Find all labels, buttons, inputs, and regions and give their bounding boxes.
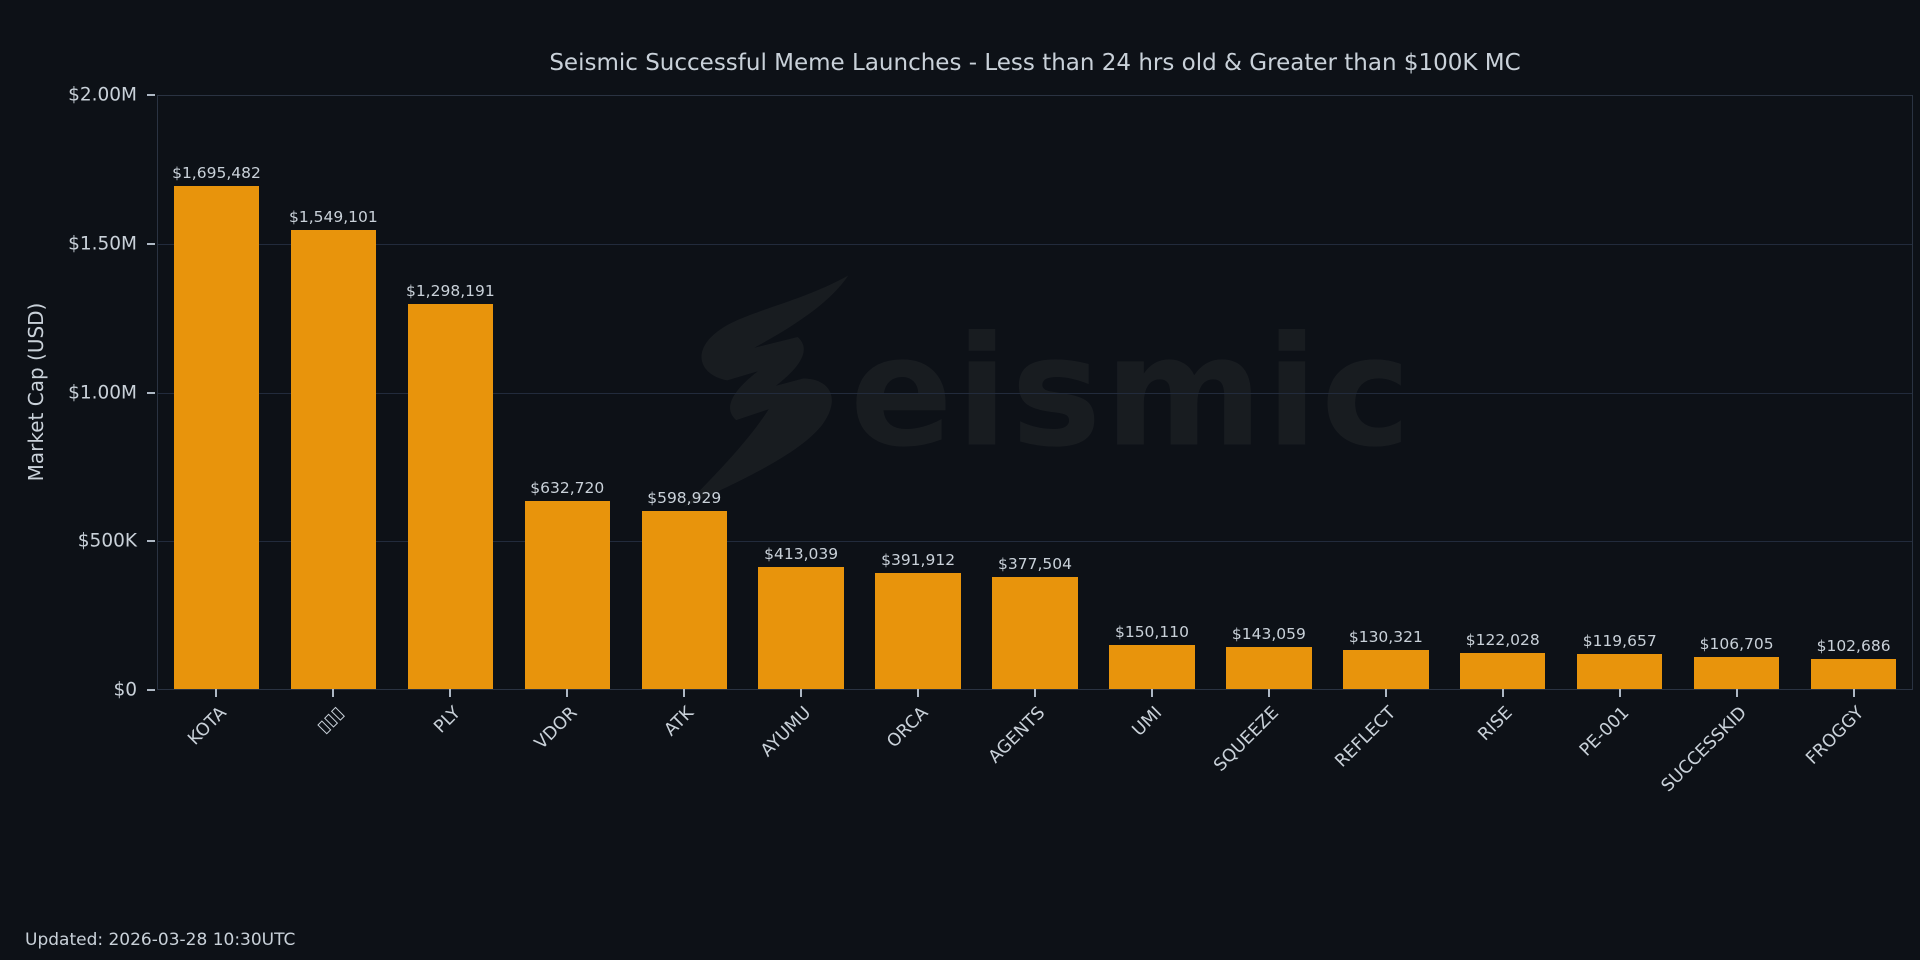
bar: $598,929 bbox=[641, 489, 727, 689]
x-tick-label: PLY bbox=[430, 703, 465, 738]
bar-value-label: $1,549,101 bbox=[289, 207, 378, 226]
x-tick-mark bbox=[1501, 689, 1504, 697]
bar: $377,504 bbox=[992, 555, 1078, 689]
x-tick-mark bbox=[1852, 689, 1855, 697]
x-tick-mark bbox=[683, 689, 686, 697]
bar: $130,321 bbox=[1343, 628, 1429, 689]
bar-slot: $413,039 AYUMU bbox=[743, 96, 860, 761]
bar-slot: $122,028 RISE bbox=[1444, 96, 1561, 745]
bar-value-label: $598,929 bbox=[647, 489, 722, 508]
chart-title: Seismic Successful Meme Launches - Less … bbox=[549, 50, 1521, 76]
bar-slot: $632,720 VDOR bbox=[509, 96, 626, 753]
gridline bbox=[158, 392, 1912, 394]
bar-slot: $106,705 SUCCESSKID bbox=[1658, 96, 1795, 796]
gridline bbox=[158, 540, 1912, 542]
updated-timestamp: Updated: 2026-03-28 10:30UTC bbox=[25, 930, 296, 950]
bar-value-label: $102,686 bbox=[1816, 636, 1891, 655]
bar-slot: $1,298,191 PLY bbox=[392, 96, 509, 737]
plot-area: eismic $1,695,482 KOTA $1,549,101 ▯▯▯ $1,298… bbox=[157, 95, 1913, 796]
bar-slot: $1,695,482 KOTA bbox=[158, 96, 275, 749]
y-tick-label: $500K bbox=[77, 530, 137, 552]
bar-value-label: $143,059 bbox=[1231, 624, 1306, 643]
bar-slot: $391,912 ORCA bbox=[860, 96, 977, 752]
y-tick-label: $0 bbox=[113, 679, 137, 701]
y-tick-mark bbox=[147, 242, 155, 245]
bar-slot: $143,059 SQUEEZE bbox=[1210, 96, 1327, 776]
x-tick-mark bbox=[800, 689, 803, 697]
x-tick-mark bbox=[1267, 689, 1270, 697]
bar-value-label: $377,504 bbox=[998, 555, 1072, 574]
bar-slot: $119,657 PE-001 bbox=[1561, 96, 1678, 761]
bar-value-label: $130,321 bbox=[1348, 628, 1423, 647]
x-tick-label: FROGGY bbox=[1802, 703, 1868, 769]
bar: $102,686 bbox=[1810, 637, 1897, 689]
x-tick-label: AGENTS bbox=[984, 703, 1050, 768]
y-tick-mark bbox=[147, 689, 155, 691]
y-tick-mark bbox=[147, 540, 155, 543]
x-tick-mark bbox=[215, 689, 218, 697]
bar-slot: $102,686 FROGGY bbox=[1795, 96, 1912, 769]
x-tick-mark bbox=[566, 689, 569, 697]
y-axis: $2.00M $1.50M $1.00M $500K $0 bbox=[0, 85, 157, 701]
gridline bbox=[158, 244, 1912, 246]
x-tick-mark bbox=[1034, 689, 1037, 697]
bar: $1,549,101 bbox=[289, 208, 378, 689]
bar-value-label: $1,298,191 bbox=[405, 282, 495, 301]
bar-slot: $150,110 UMI bbox=[1094, 96, 1211, 741]
x-tick-label: PE-001 bbox=[1576, 703, 1634, 761]
bar-slot: $598,929 ATK bbox=[626, 96, 743, 740]
bar-value-label: $119,657 bbox=[1582, 631, 1657, 650]
bar: $1,695,482 bbox=[172, 164, 261, 689]
x-tick-mark bbox=[917, 689, 920, 697]
x-tick-mark bbox=[449, 689, 452, 697]
bar: $122,028 bbox=[1460, 631, 1546, 689]
y-tick-mark bbox=[147, 94, 155, 96]
y-tick-mark bbox=[147, 391, 155, 394]
x-tick-label: KOTA bbox=[184, 703, 231, 750]
x-tick-label: ORCA bbox=[883, 703, 933, 752]
bar: $391,912 bbox=[875, 551, 961, 689]
y-tick-label: $2.00M bbox=[68, 84, 137, 106]
bars-container: $1,695,482 KOTA $1,549,101 ▯▯▯ $1,298,191 PLY… bbox=[158, 96, 1912, 796]
x-tick-label: VDOR bbox=[530, 703, 582, 754]
bar: $1,298,191 bbox=[406, 282, 495, 689]
bar: $143,059 bbox=[1226, 625, 1312, 689]
x-tick-mark bbox=[332, 689, 335, 697]
x-tick-label: ATK bbox=[661, 703, 699, 741]
bar-slot: $1,549,101 ▯▯▯ bbox=[275, 96, 392, 738]
bar-value-label: $413,039 bbox=[764, 544, 839, 563]
bar: $150,110 bbox=[1109, 623, 1195, 689]
x-tick-label: UMI bbox=[1128, 703, 1167, 741]
x-tick-label: ▯▯▯ bbox=[312, 703, 348, 738]
bar-value-label: $106,705 bbox=[1699, 635, 1774, 654]
bar: $106,705 bbox=[1693, 635, 1780, 689]
x-tick-label: SQUEEZE bbox=[1210, 703, 1284, 776]
y-tick-label: $1.00M bbox=[68, 382, 137, 403]
x-tick-label: AYUMU bbox=[757, 703, 816, 762]
bar-slot: $130,321 REFLECT bbox=[1327, 96, 1444, 772]
x-tick-mark bbox=[1735, 689, 1738, 697]
bar-value-label: $1,695,482 bbox=[172, 164, 261, 183]
x-tick-label: REFLECT bbox=[1331, 703, 1400, 772]
bar: $119,657 bbox=[1577, 632, 1663, 689]
x-tick-mark bbox=[1384, 689, 1387, 697]
bar-value-label: $122,028 bbox=[1465, 630, 1540, 649]
x-tick-mark bbox=[1618, 689, 1621, 697]
bar-value-label: $391,912 bbox=[881, 550, 956, 569]
bar: $413,039 bbox=[758, 545, 844, 689]
x-tick-label: RISE bbox=[1474, 703, 1517, 746]
x-tick-label: SUCCESSKID bbox=[1657, 703, 1751, 797]
bar: $632,720 bbox=[524, 479, 610, 689]
bar-slot: $377,504 AGENTS bbox=[977, 96, 1094, 767]
x-tick-mark bbox=[1150, 689, 1153, 697]
bar-value-label: $632,720 bbox=[530, 479, 605, 498]
bar-value-label: $150,110 bbox=[1114, 622, 1189, 641]
y-tick-label: $1.50M bbox=[68, 233, 137, 255]
